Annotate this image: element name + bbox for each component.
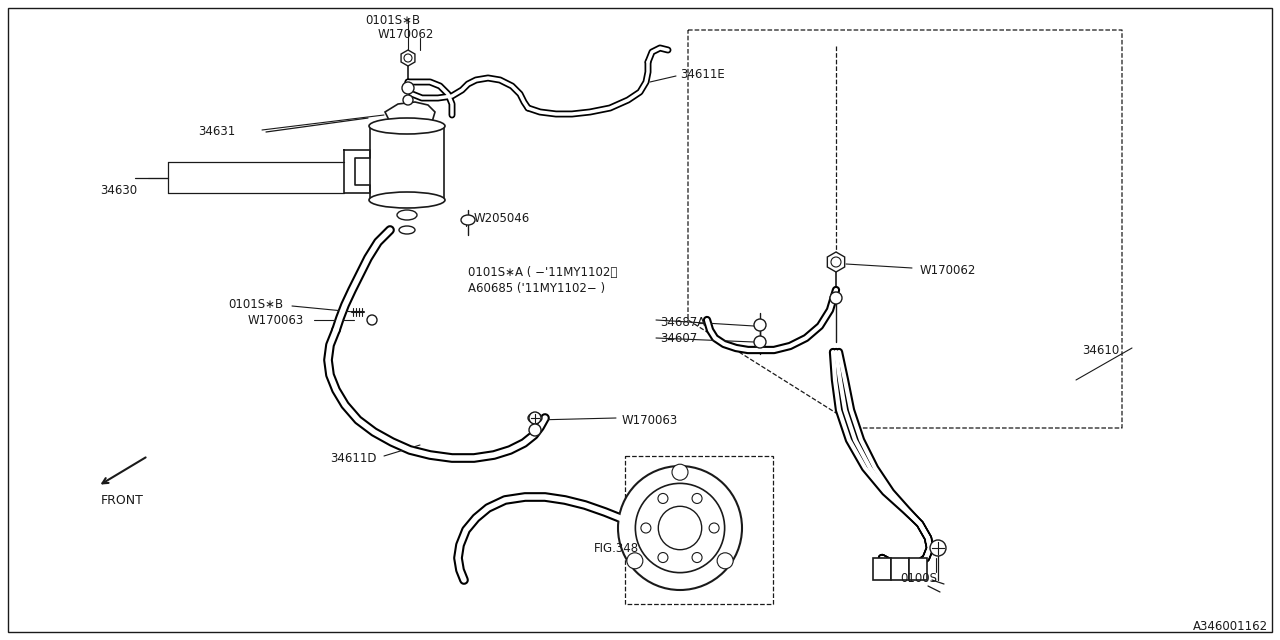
Polygon shape (827, 252, 845, 272)
Text: FRONT: FRONT (101, 494, 143, 507)
Text: 34611D: 34611D (330, 452, 376, 465)
Text: 34630: 34630 (100, 184, 137, 197)
Text: 34610: 34610 (1082, 344, 1119, 357)
Polygon shape (401, 50, 415, 66)
Circle shape (404, 54, 412, 62)
Circle shape (402, 82, 413, 94)
Bar (370, 126, 444, 202)
Circle shape (367, 315, 378, 325)
Text: 0100S: 0100S (900, 572, 937, 585)
Circle shape (658, 493, 668, 504)
Ellipse shape (397, 210, 417, 220)
Text: W170063: W170063 (248, 314, 305, 327)
Text: 0101S∗A ( −'11MY1102〉: 0101S∗A ( −'11MY1102〉 (468, 266, 617, 279)
Circle shape (641, 523, 652, 533)
Text: W170062: W170062 (920, 264, 977, 277)
Ellipse shape (369, 192, 445, 208)
Circle shape (658, 506, 701, 550)
Circle shape (627, 553, 643, 569)
Bar (873, 558, 891, 580)
Text: 34611E: 34611E (680, 68, 724, 81)
Circle shape (692, 552, 701, 563)
Ellipse shape (461, 215, 475, 225)
Circle shape (529, 424, 541, 436)
Bar (625, 456, 773, 604)
Ellipse shape (399, 226, 415, 234)
Text: W170063: W170063 (622, 414, 678, 427)
Text: W205046: W205046 (474, 212, 530, 225)
Text: A346001162: A346001162 (1193, 620, 1268, 633)
Text: 0101S∗B: 0101S∗B (365, 14, 420, 27)
Bar (909, 558, 927, 580)
Text: 34631: 34631 (198, 125, 236, 138)
Circle shape (754, 336, 765, 348)
Circle shape (672, 464, 689, 480)
Circle shape (754, 319, 765, 331)
Circle shape (692, 493, 701, 504)
Text: FIG.348: FIG.348 (594, 542, 639, 555)
Text: 34687A: 34687A (660, 316, 705, 329)
Circle shape (635, 483, 724, 573)
Text: W170062: W170062 (378, 28, 434, 41)
Circle shape (931, 540, 946, 556)
Polygon shape (385, 102, 435, 126)
Ellipse shape (529, 413, 541, 423)
Circle shape (829, 292, 842, 304)
Text: 0101S∗B: 0101S∗B (228, 298, 283, 311)
Circle shape (403, 95, 413, 105)
Ellipse shape (369, 118, 445, 134)
Circle shape (717, 553, 733, 569)
Bar (891, 558, 909, 580)
Circle shape (658, 552, 668, 563)
Text: A60685 ('11MY1102− ): A60685 ('11MY1102− ) (468, 282, 605, 295)
Circle shape (529, 412, 541, 424)
Circle shape (709, 523, 719, 533)
Text: 34607: 34607 (660, 332, 698, 345)
Circle shape (618, 466, 742, 590)
Circle shape (831, 257, 841, 267)
